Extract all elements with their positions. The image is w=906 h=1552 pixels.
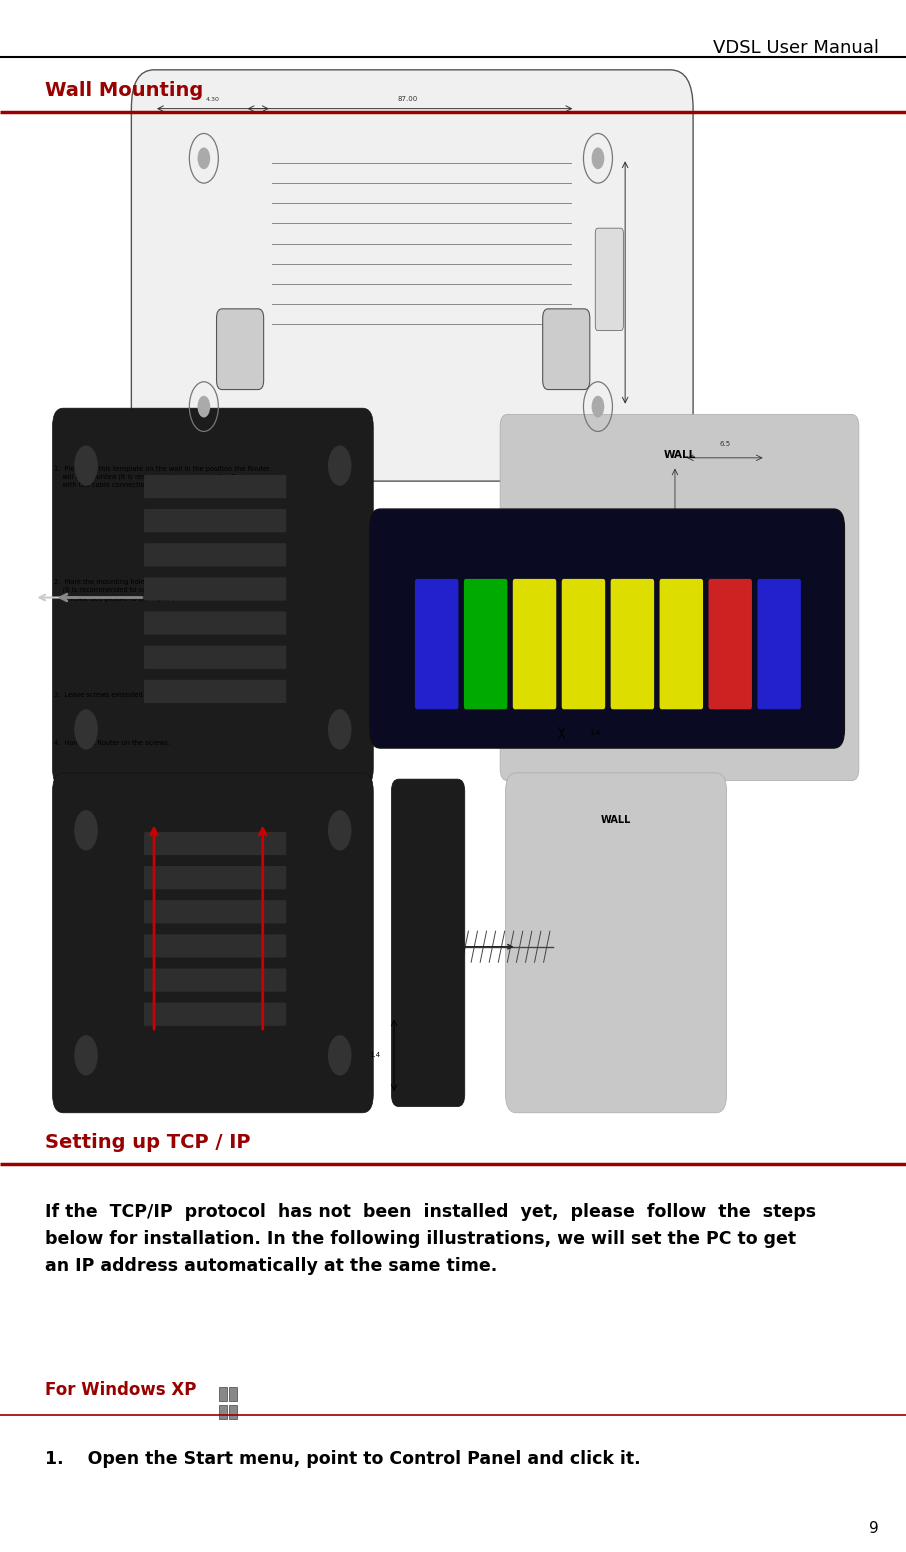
FancyBboxPatch shape [500, 414, 859, 781]
FancyBboxPatch shape [513, 579, 556, 709]
Text: 10: 10 [652, 525, 661, 531]
Circle shape [592, 396, 604, 417]
FancyBboxPatch shape [562, 579, 605, 709]
Text: If the  TCP/IP  protocol  has not  been  installed  yet,  please  follow  the  s: If the TCP/IP protocol has not been inst… [45, 1203, 816, 1276]
FancyBboxPatch shape [415, 579, 458, 709]
Circle shape [592, 147, 604, 169]
FancyBboxPatch shape [144, 577, 286, 601]
FancyBboxPatch shape [53, 773, 373, 1113]
Text: 87.00: 87.00 [398, 96, 418, 102]
Text: 1.4: 1.4 [589, 729, 600, 736]
FancyBboxPatch shape [757, 579, 801, 709]
FancyBboxPatch shape [131, 70, 693, 481]
Text: 2.  Mark the mounting holes and drill holes for the screws.
    (It is recommend: 2. Mark the mounting holes and drill hol… [54, 579, 250, 602]
Text: 1.  Please fix this template on the wall in the position the Router
    will be : 1. Please fix this template on the wall … [54, 466, 270, 487]
FancyBboxPatch shape [144, 646, 286, 669]
Bar [219, 1387, 227, 1401]
FancyBboxPatch shape [708, 579, 752, 709]
FancyBboxPatch shape [217, 309, 264, 390]
FancyBboxPatch shape [370, 509, 844, 748]
Circle shape [74, 709, 98, 750]
FancyBboxPatch shape [144, 934, 286, 958]
Circle shape [328, 810, 352, 850]
Circle shape [74, 1035, 98, 1076]
Text: Wall Mounting: Wall Mounting [45, 81, 204, 99]
Text: WALL: WALL [601, 815, 631, 824]
Text: For Windows XP: For Windows XP [45, 1381, 197, 1400]
FancyBboxPatch shape [53, 408, 373, 787]
Circle shape [74, 810, 98, 850]
Text: 9: 9 [869, 1521, 879, 1536]
FancyBboxPatch shape [144, 968, 286, 992]
Text: 1.    Open the Start menu, point to Control Panel and click it.: 1. Open the Start menu, point to Control… [45, 1450, 641, 1468]
Text: 6.5: 6.5 [719, 441, 730, 447]
Text: VDSL User Manual: VDSL User Manual [713, 39, 879, 57]
Circle shape [74, 445, 98, 486]
FancyBboxPatch shape [464, 579, 507, 709]
FancyBboxPatch shape [543, 309, 590, 390]
Text: 4.  Hang the Router on the screws.: 4. Hang the Router on the screws. [54, 740, 170, 747]
FancyBboxPatch shape [506, 773, 727, 1113]
Bar [229, 1405, 237, 1419]
FancyBboxPatch shape [144, 866, 286, 889]
Text: Setting up TCP / IP: Setting up TCP / IP [45, 1133, 251, 1152]
Circle shape [198, 396, 210, 417]
FancyBboxPatch shape [144, 832, 286, 855]
Bar [229, 1387, 237, 1401]
FancyBboxPatch shape [144, 475, 286, 498]
FancyBboxPatch shape [144, 543, 286, 566]
FancyBboxPatch shape [611, 579, 654, 709]
Text: 1.4: 1.4 [370, 1052, 381, 1058]
Circle shape [328, 1035, 352, 1076]
Text: 4.30: 4.30 [206, 98, 220, 102]
FancyBboxPatch shape [144, 680, 286, 703]
FancyBboxPatch shape [391, 779, 465, 1107]
FancyBboxPatch shape [144, 509, 286, 532]
Circle shape [328, 445, 352, 486]
FancyBboxPatch shape [144, 1003, 286, 1026]
FancyBboxPatch shape [660, 579, 703, 709]
FancyBboxPatch shape [144, 900, 286, 923]
Text: WALL: WALL [663, 450, 696, 459]
FancyBboxPatch shape [144, 611, 286, 635]
FancyBboxPatch shape [595, 228, 623, 331]
Circle shape [198, 147, 210, 169]
Text: 3.  Leave screws extended about 1.4 inches from the wall.: 3. Leave screws extended about 1.4 inche… [54, 692, 249, 698]
Circle shape [328, 709, 352, 750]
Bar [219, 1405, 227, 1419]
